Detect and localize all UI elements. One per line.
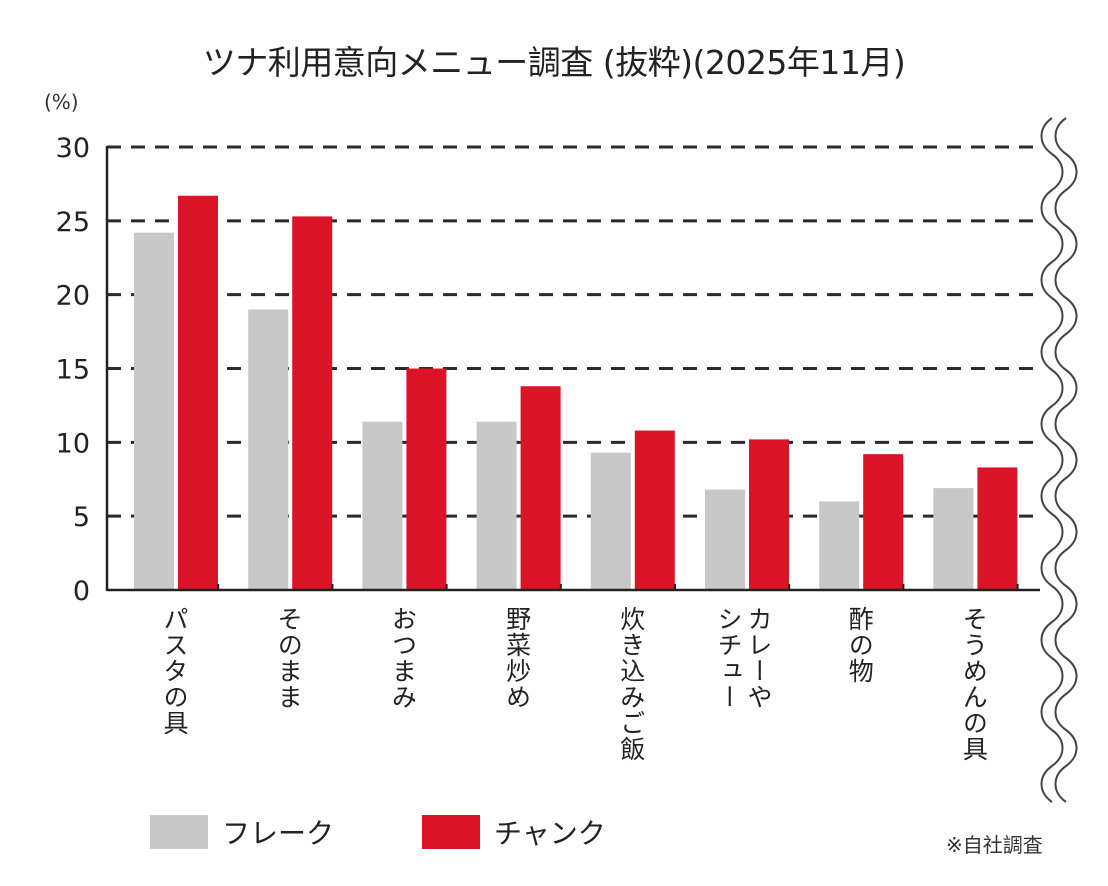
y-axis-ticks: 0 5 10 15 20 25 30 [56,133,90,607]
x-tick-label: おつまみ [388,606,418,710]
bar-chunk [863,454,904,590]
y-tick-label: 15 [56,355,90,386]
break-line-left [1040,117,1064,803]
legend-item-chunk: チャンク [422,812,606,852]
bar-flake [134,232,174,590]
x-tick-label: パスタの具 [160,606,189,736]
bar-flake [819,501,860,590]
bar-chunk [178,195,218,591]
chart-title: ツナ利用意向メニュー調査 (抜粋)(2025年11月) [202,43,906,82]
bar-flake [933,488,974,590]
legend-item-flake: フレーク [150,812,334,852]
bar-chunk [749,439,789,590]
y-tick-label: 5 [73,502,90,533]
y-tick-label: 0 [73,576,90,607]
bar-chunk [520,386,561,590]
y-tick-label: 20 [56,281,90,312]
source-note: ※自社調査 [946,833,1043,857]
bar-chunk [977,467,1018,590]
legend-label-chunk: チャンク [494,817,606,850]
x-tick-label: 炊き込みご飯 [616,606,646,762]
axis-break-wave [1040,115,1078,803]
x-tick-label: カレーや シチュー [714,606,773,710]
legend-label-flake: フレーク [222,817,335,850]
bar-chunk [406,368,447,590]
x-tick-label: そのまま [274,606,304,710]
bar-flake [476,421,517,590]
x-tick-label: 野菜炒め [502,606,532,710]
bar-flake [590,452,631,590]
legend-swatch-flake [150,815,208,849]
bar-flake [248,309,289,590]
axes [105,146,1046,592]
bars [134,195,1018,591]
break-line-right [1054,117,1078,803]
y-tick-label: 25 [56,207,90,238]
x-tick-label: そうめんの具 [959,606,989,762]
bar-chunk [292,216,333,591]
bar-flake [705,489,745,590]
x-tick-label: 酢の物 [845,606,875,684]
y-tick-label: 30 [56,133,90,164]
legend: フレーク チャンク [150,812,694,852]
legend-swatch-chunk [422,815,481,849]
y-axis-unit-label: (%) [44,90,79,114]
bar-flake [362,421,403,590]
bar-chunk [634,430,675,590]
y-tick-label: 10 [56,428,90,459]
